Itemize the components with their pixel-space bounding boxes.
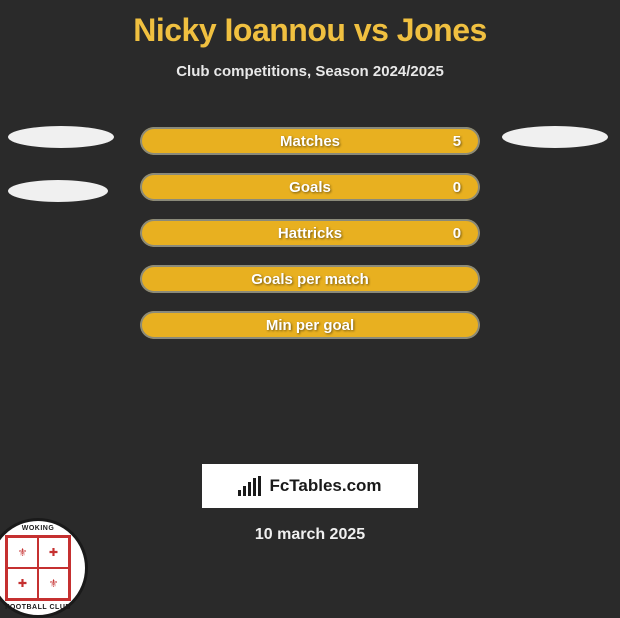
bar-outline [140, 173, 480, 201]
logo-bars-icon [238, 476, 261, 496]
stat-row: Goals per match [0, 256, 620, 302]
badge-text-top: WOKING [22, 525, 55, 532]
bar-outline [140, 265, 480, 293]
bar-outline [140, 127, 480, 155]
logo-text: FcTables.com [269, 476, 381, 496]
player1-placeholder-ellipse [8, 180, 108, 202]
fctables-logo: FcTables.com [202, 464, 418, 508]
bar-outline [140, 311, 480, 339]
bar-wrap [140, 173, 480, 201]
badge-text-bottom: FOOTBALL CLUB [5, 604, 71, 611]
bar-wrap [140, 127, 480, 155]
bar-outline [140, 219, 480, 247]
subtitle: Club competitions, Season 2024/2025 [0, 63, 620, 80]
bar-wrap [140, 265, 480, 293]
date-label: 10 march 2025 [0, 526, 620, 544]
player1-placeholder-ellipse [8, 126, 114, 148]
player2-placeholder-ellipse [502, 126, 608, 148]
comparison-chart: Matches5Goals0Hattricks0Goals per matchM… [0, 118, 620, 348]
badge-shield: ⚜ ✚ ✚ ⚜ [5, 535, 71, 601]
page-title: Nicky Ioannou vs Jones [0, 0, 620, 49]
bar-wrap [140, 311, 480, 339]
bar-wrap [140, 219, 480, 247]
stat-row: Min per goal [0, 302, 620, 348]
stat-row: Hattricks0 [0, 210, 620, 256]
